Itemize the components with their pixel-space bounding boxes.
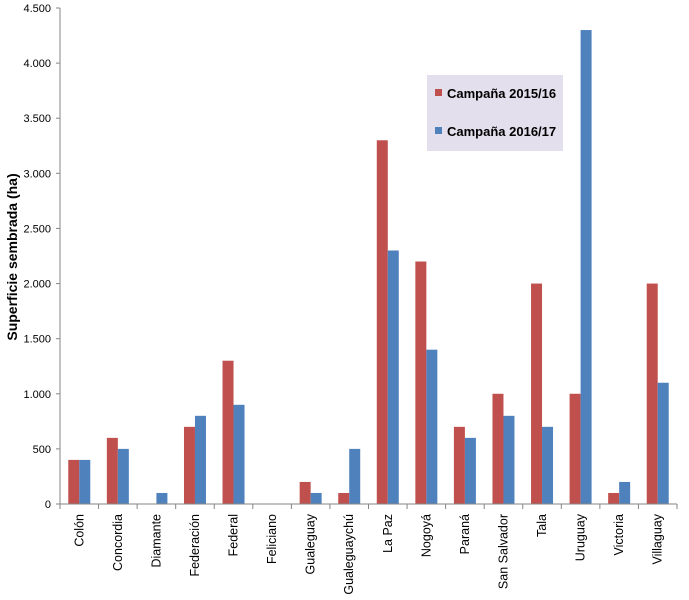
x-category-label: Gualeguay bbox=[304, 513, 318, 574]
bar-2015-16 bbox=[646, 283, 658, 504]
bar-2016-17 bbox=[79, 459, 91, 504]
x-category-label: Gualeguaychú bbox=[342, 514, 356, 595]
legend-swatch-2015-16 bbox=[435, 89, 442, 96]
x-category-label: San Salvador bbox=[496, 514, 510, 589]
bar-2016-17 bbox=[619, 481, 631, 504]
bar-2016-17 bbox=[464, 437, 476, 504]
bar-2015-16 bbox=[492, 393, 504, 504]
bar-2016-17 bbox=[542, 426, 554, 504]
bar-2016-17 bbox=[387, 250, 399, 504]
bar-2015-16 bbox=[222, 360, 234, 504]
x-category-label: Feliciano bbox=[265, 514, 279, 564]
y-tick-label: 4.000 bbox=[23, 58, 51, 70]
bar-2015-16 bbox=[453, 426, 465, 504]
legend-box bbox=[427, 75, 563, 151]
y-tick-label: 3.500 bbox=[23, 113, 51, 125]
y-tick-label: 0 bbox=[45, 499, 51, 511]
bar-2016-17 bbox=[349, 448, 361, 504]
x-category-label: Federación bbox=[188, 514, 202, 577]
y-axis: 0 500 1.000 1.500 2.000 2.500 3.000 3.500 4.000 4… bbox=[23, 3, 61, 511]
x-category-label: Diamante bbox=[149, 514, 163, 568]
x-category-label: Federal bbox=[227, 514, 241, 556]
legend: Campaña 2015/16 Campaña 2016/17 bbox=[427, 75, 563, 151]
bar-2015-16 bbox=[106, 437, 118, 504]
bar-2015-16 bbox=[376, 140, 388, 504]
y-tick-label: 500 bbox=[33, 444, 51, 456]
bar-2015-16 bbox=[338, 492, 350, 504]
x-category-label: Victoria bbox=[612, 514, 626, 556]
x-category-label: La Paz bbox=[381, 514, 395, 553]
bar-2016-17 bbox=[194, 415, 206, 504]
bar-2015-16 bbox=[68, 459, 80, 504]
bar-2015-16 bbox=[608, 492, 620, 504]
y-tick-label: 4.500 bbox=[23, 3, 51, 15]
legend-label-2015-16: Campaña 2015/16 bbox=[447, 86, 556, 101]
y-axis-title: Superficie sembrada (ha) bbox=[4, 173, 20, 340]
y-tick-label: 2.500 bbox=[23, 223, 51, 235]
bar-2015-16 bbox=[569, 393, 581, 504]
bar-2016-17 bbox=[310, 492, 322, 504]
bar-2016-17 bbox=[156, 492, 168, 504]
bar-2016-17 bbox=[657, 382, 669, 504]
x-category-label: Uruguay bbox=[574, 513, 588, 561]
x-category-label: Paraná bbox=[458, 514, 472, 554]
bar-2016-17 bbox=[426, 349, 438, 504]
bars bbox=[68, 30, 669, 505]
bar-2015-16 bbox=[183, 426, 195, 504]
bar-2015-16 bbox=[299, 481, 311, 504]
x-category-label: Villaguay bbox=[651, 513, 665, 564]
y-tick-label: 1.500 bbox=[23, 334, 51, 346]
y-tick-label: 3.000 bbox=[23, 168, 51, 180]
bar-2016-17 bbox=[117, 448, 129, 504]
x-axis: Colón Concordia Diamante Federación Federal F… bbox=[59, 503, 678, 595]
bar-2016-17 bbox=[503, 415, 515, 504]
legend-swatch-2016-17 bbox=[435, 127, 442, 134]
bar-2016-17 bbox=[580, 30, 592, 505]
y-tick-label: 1.000 bbox=[23, 389, 51, 401]
bar-2015-16 bbox=[531, 283, 543, 504]
bar-2015-16 bbox=[415, 261, 427, 504]
x-category-label: Nogoyá bbox=[419, 514, 433, 557]
y-tick-label: 2.000 bbox=[23, 279, 51, 291]
bar-2016-17 bbox=[233, 404, 245, 504]
x-category-label: Concordia bbox=[111, 514, 125, 571]
x-category-label: Colón bbox=[72, 514, 86, 547]
x-category-label: Tala bbox=[535, 514, 549, 537]
legend-label-2016-17: Campaña 2016/17 bbox=[447, 124, 556, 139]
